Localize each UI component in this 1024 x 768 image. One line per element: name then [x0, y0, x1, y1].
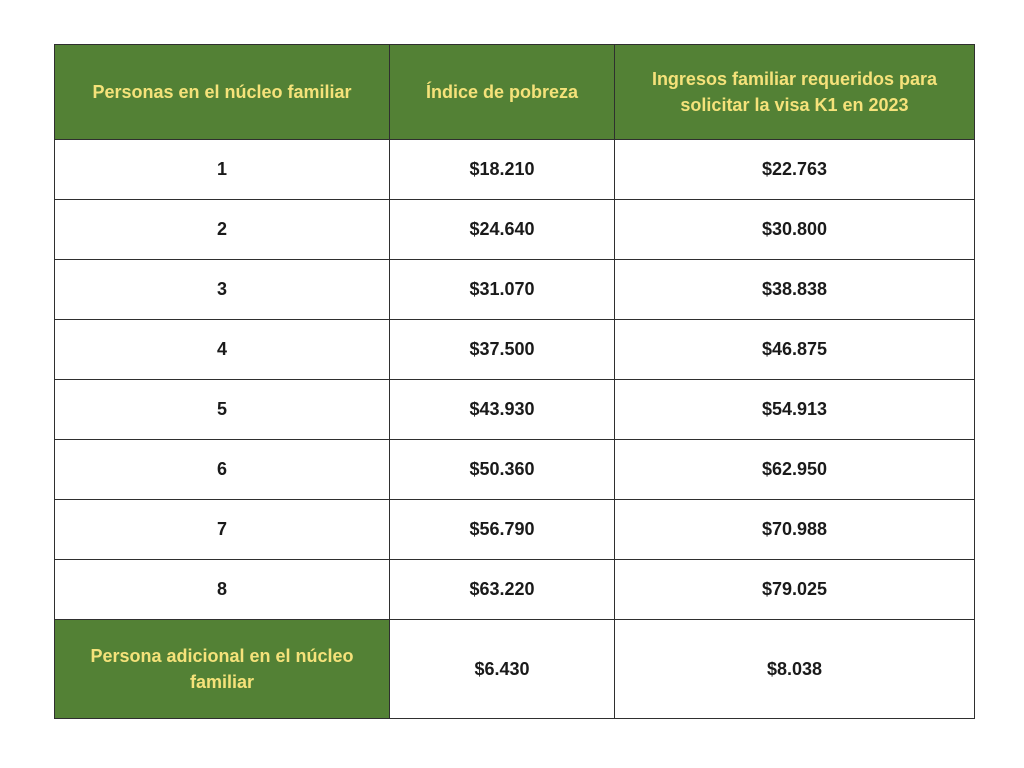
k1-income-requirements-table: Personas en el núcleo familiar Índice de…	[54, 44, 975, 719]
cell-required-income: $30.800	[614, 199, 975, 260]
cell-poverty-index: $37.500	[389, 319, 615, 380]
cell-household-size: 2	[54, 199, 390, 260]
header-household-size: Personas en el núcleo familiar	[54, 44, 390, 140]
cell-required-income: $62.950	[614, 439, 975, 500]
cell-poverty-index: $50.360	[389, 439, 615, 500]
table-row: 1 $18.210 $22.763	[54, 139, 975, 200]
table-row: 7 $56.790 $70.988	[54, 499, 975, 560]
cell-household-size: 8	[54, 559, 390, 620]
cell-required-income: $38.838	[614, 259, 975, 320]
cell-poverty-index: $18.210	[389, 139, 615, 200]
cell-additional-poverty-index: $6.430	[389, 619, 615, 719]
cell-household-size: 1	[54, 139, 390, 200]
cell-poverty-index: $63.220	[389, 559, 615, 620]
cell-required-income: $70.988	[614, 499, 975, 560]
table-row: 2 $24.640 $30.800	[54, 199, 975, 260]
header-required-income: Ingresos familiar requeridos para solici…	[614, 44, 975, 140]
cell-required-income: $79.025	[614, 559, 975, 620]
cell-household-size: 7	[54, 499, 390, 560]
income-table-container: Personas en el núcleo familiar Índice de…	[54, 44, 975, 719]
cell-household-size: 5	[54, 379, 390, 440]
table-row: 3 $31.070 $38.838	[54, 259, 975, 320]
cell-household-size: 3	[54, 259, 390, 320]
cell-additional-required-income: $8.038	[614, 619, 975, 719]
additional-person-row: Persona adicional en el núcleo familiar …	[54, 619, 975, 719]
header-poverty-index: Índice de pobreza	[389, 44, 615, 140]
cell-additional-person-label: Persona adicional en el núcleo familiar	[54, 619, 390, 719]
table-header-row: Personas en el núcleo familiar Índice de…	[54, 44, 975, 140]
table-row: 8 $63.220 $79.025	[54, 559, 975, 620]
cell-poverty-index: $31.070	[389, 259, 615, 320]
cell-required-income: $46.875	[614, 319, 975, 380]
cell-required-income: $22.763	[614, 139, 975, 200]
cell-poverty-index: $24.640	[389, 199, 615, 260]
cell-poverty-index: $43.930	[389, 379, 615, 440]
cell-household-size: 4	[54, 319, 390, 380]
table-row: 4 $37.500 $46.875	[54, 319, 975, 380]
cell-household-size: 6	[54, 439, 390, 500]
table-row: 6 $50.360 $62.950	[54, 439, 975, 500]
cell-poverty-index: $56.790	[389, 499, 615, 560]
cell-required-income: $54.913	[614, 379, 975, 440]
table-row: 5 $43.930 $54.913	[54, 379, 975, 440]
